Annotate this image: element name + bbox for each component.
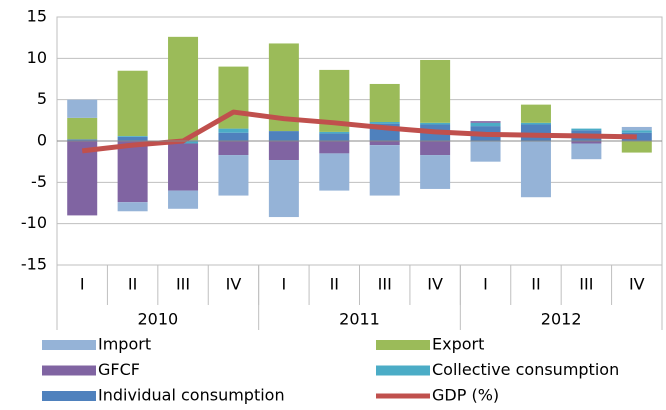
x-tick-label: III (579, 275, 593, 294)
y-tick-label: 5 (37, 89, 47, 108)
bar-segment (67, 117, 98, 140)
legend-label: GDP (%) (432, 386, 499, 405)
legend-label: Collective consumption (432, 360, 619, 379)
y-tick-label: -5 (31, 172, 47, 191)
x-tick-label: III (378, 275, 392, 294)
bar-segment (571, 143, 602, 160)
bar-segment (117, 202, 148, 212)
bar-segment (117, 70, 148, 137)
bar-segment (218, 132, 249, 141)
bar-segment (571, 141, 602, 144)
bar-segment (218, 128, 249, 133)
x-tick-label: II (330, 275, 339, 294)
bar-segment (168, 36, 199, 141)
legend-swatch (42, 340, 96, 350)
bar-segment (67, 141, 98, 216)
x-tick-label: IV (427, 275, 443, 294)
y-tick-label: -15 (21, 255, 47, 274)
bar-segment (319, 153, 350, 191)
bar-segment (218, 155, 249, 196)
bar-segment (319, 141, 350, 154)
bar-segment (268, 160, 299, 218)
x-tick-label: IV (629, 275, 645, 294)
bar-segment (67, 139, 98, 141)
bar-segment (168, 190, 199, 209)
bar-segment (369, 141, 400, 146)
bar-segment (117, 136, 148, 137)
y-tick-label: 15 (27, 7, 47, 26)
x-tick-label: II (128, 275, 137, 294)
x-tick-label: III (176, 275, 190, 294)
bar-segment (470, 141, 501, 162)
x-tick-label: IV (226, 275, 242, 294)
bar-segment (520, 141, 551, 198)
group-label: 2012 (541, 310, 582, 329)
bar-segment (319, 133, 350, 141)
bar-segment (420, 59, 451, 123)
x-tick-label: II (531, 275, 540, 294)
bar-segment (168, 143, 199, 191)
bar-segment (621, 126, 652, 131)
legend-label: GFCF (98, 360, 140, 379)
legend-swatch (42, 391, 96, 401)
bar-segment (117, 141, 148, 203)
bar-segment (520, 122, 551, 125)
bar-segment (420, 122, 451, 125)
bar-segment (369, 145, 400, 196)
bar-segment (117, 136, 148, 141)
group-label: 2010 (137, 310, 178, 329)
bar-segment (369, 121, 400, 124)
bar-segment (470, 122, 501, 127)
bar-segment (420, 141, 451, 156)
legend-swatch (376, 365, 430, 376)
bar-segment (571, 128, 602, 131)
legend-swatch (42, 365, 96, 376)
bar-segment (369, 83, 400, 122)
bar-segment (268, 141, 299, 161)
legend-label: Import (98, 335, 151, 354)
bar-segment (218, 141, 249, 156)
bar-segment (621, 141, 652, 153)
legend-label: Individual consumption (98, 386, 285, 405)
legend-swatch (376, 340, 430, 350)
line-series (81, 109, 637, 154)
bar-segment (268, 131, 299, 141)
y-tick-label: 10 (27, 48, 47, 67)
y-tick-label: -10 (21, 213, 47, 232)
bar-segment (420, 155, 451, 189)
bar-segment (621, 130, 652, 133)
x-tick-label: I (80, 275, 85, 294)
x-tick-label: I (282, 275, 287, 294)
x-tick-label: I (483, 275, 488, 294)
bar-segment (470, 121, 501, 123)
bar-segment (520, 104, 551, 123)
y-tick-label: 0 (37, 131, 47, 150)
bar-segment (319, 131, 350, 134)
group-label: 2011 (339, 310, 380, 329)
legend-label: Export (432, 335, 484, 354)
bar-segment (67, 99, 98, 118)
